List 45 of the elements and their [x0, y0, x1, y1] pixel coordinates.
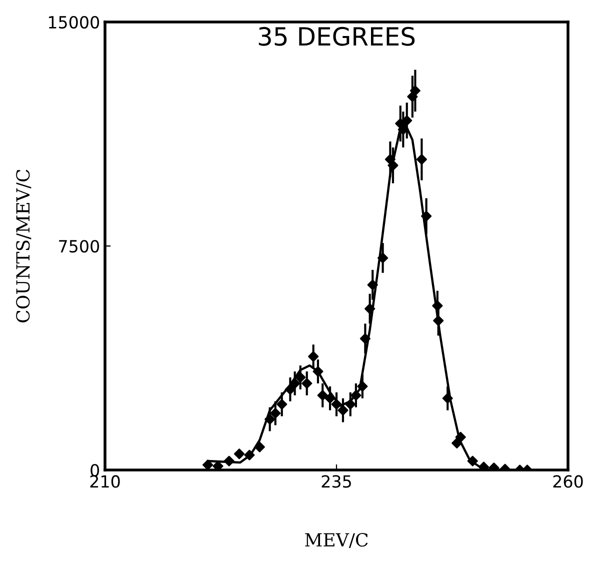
y-tick-label: 15000 [48, 16, 100, 29]
x-tick-label: 235 [322, 475, 351, 488]
point [224, 456, 234, 466]
point [244, 450, 255, 460]
point [270, 408, 281, 419]
point [350, 390, 362, 401]
chart-title: 35 DEGREES [258, 26, 415, 46]
point [234, 448, 245, 460]
point [202, 460, 214, 470]
y-tick-label: 7500 [59, 240, 100, 253]
point [302, 378, 312, 389]
point [284, 384, 296, 395]
x-tick-label: 210 [90, 475, 120, 488]
point [317, 390, 328, 401]
point [357, 381, 368, 392]
point [433, 315, 444, 326]
point [254, 442, 265, 452]
y-axis-title: COUNTS/MEV/C [16, 170, 32, 322]
x-tick-label: 260 [553, 475, 583, 488]
point [467, 456, 478, 466]
point [410, 85, 421, 96]
point [290, 378, 300, 389]
point [308, 351, 319, 362]
point [478, 462, 490, 470]
x-axis-title: MEV/C [305, 532, 368, 548]
point [432, 300, 443, 312]
point [421, 210, 432, 222]
point [276, 398, 288, 410]
point [331, 398, 342, 410]
point [264, 414, 276, 425]
point [364, 303, 376, 314]
point [345, 398, 356, 410]
point [367, 280, 378, 290]
point [402, 115, 412, 126]
point [378, 252, 388, 264]
point [338, 404, 348, 416]
point [295, 372, 306, 383]
point [442, 393, 453, 404]
point [452, 438, 462, 448]
point [455, 432, 466, 442]
point [312, 366, 324, 377]
point [324, 393, 336, 404]
point [360, 333, 371, 344]
point [388, 160, 398, 171]
point [416, 154, 427, 165]
